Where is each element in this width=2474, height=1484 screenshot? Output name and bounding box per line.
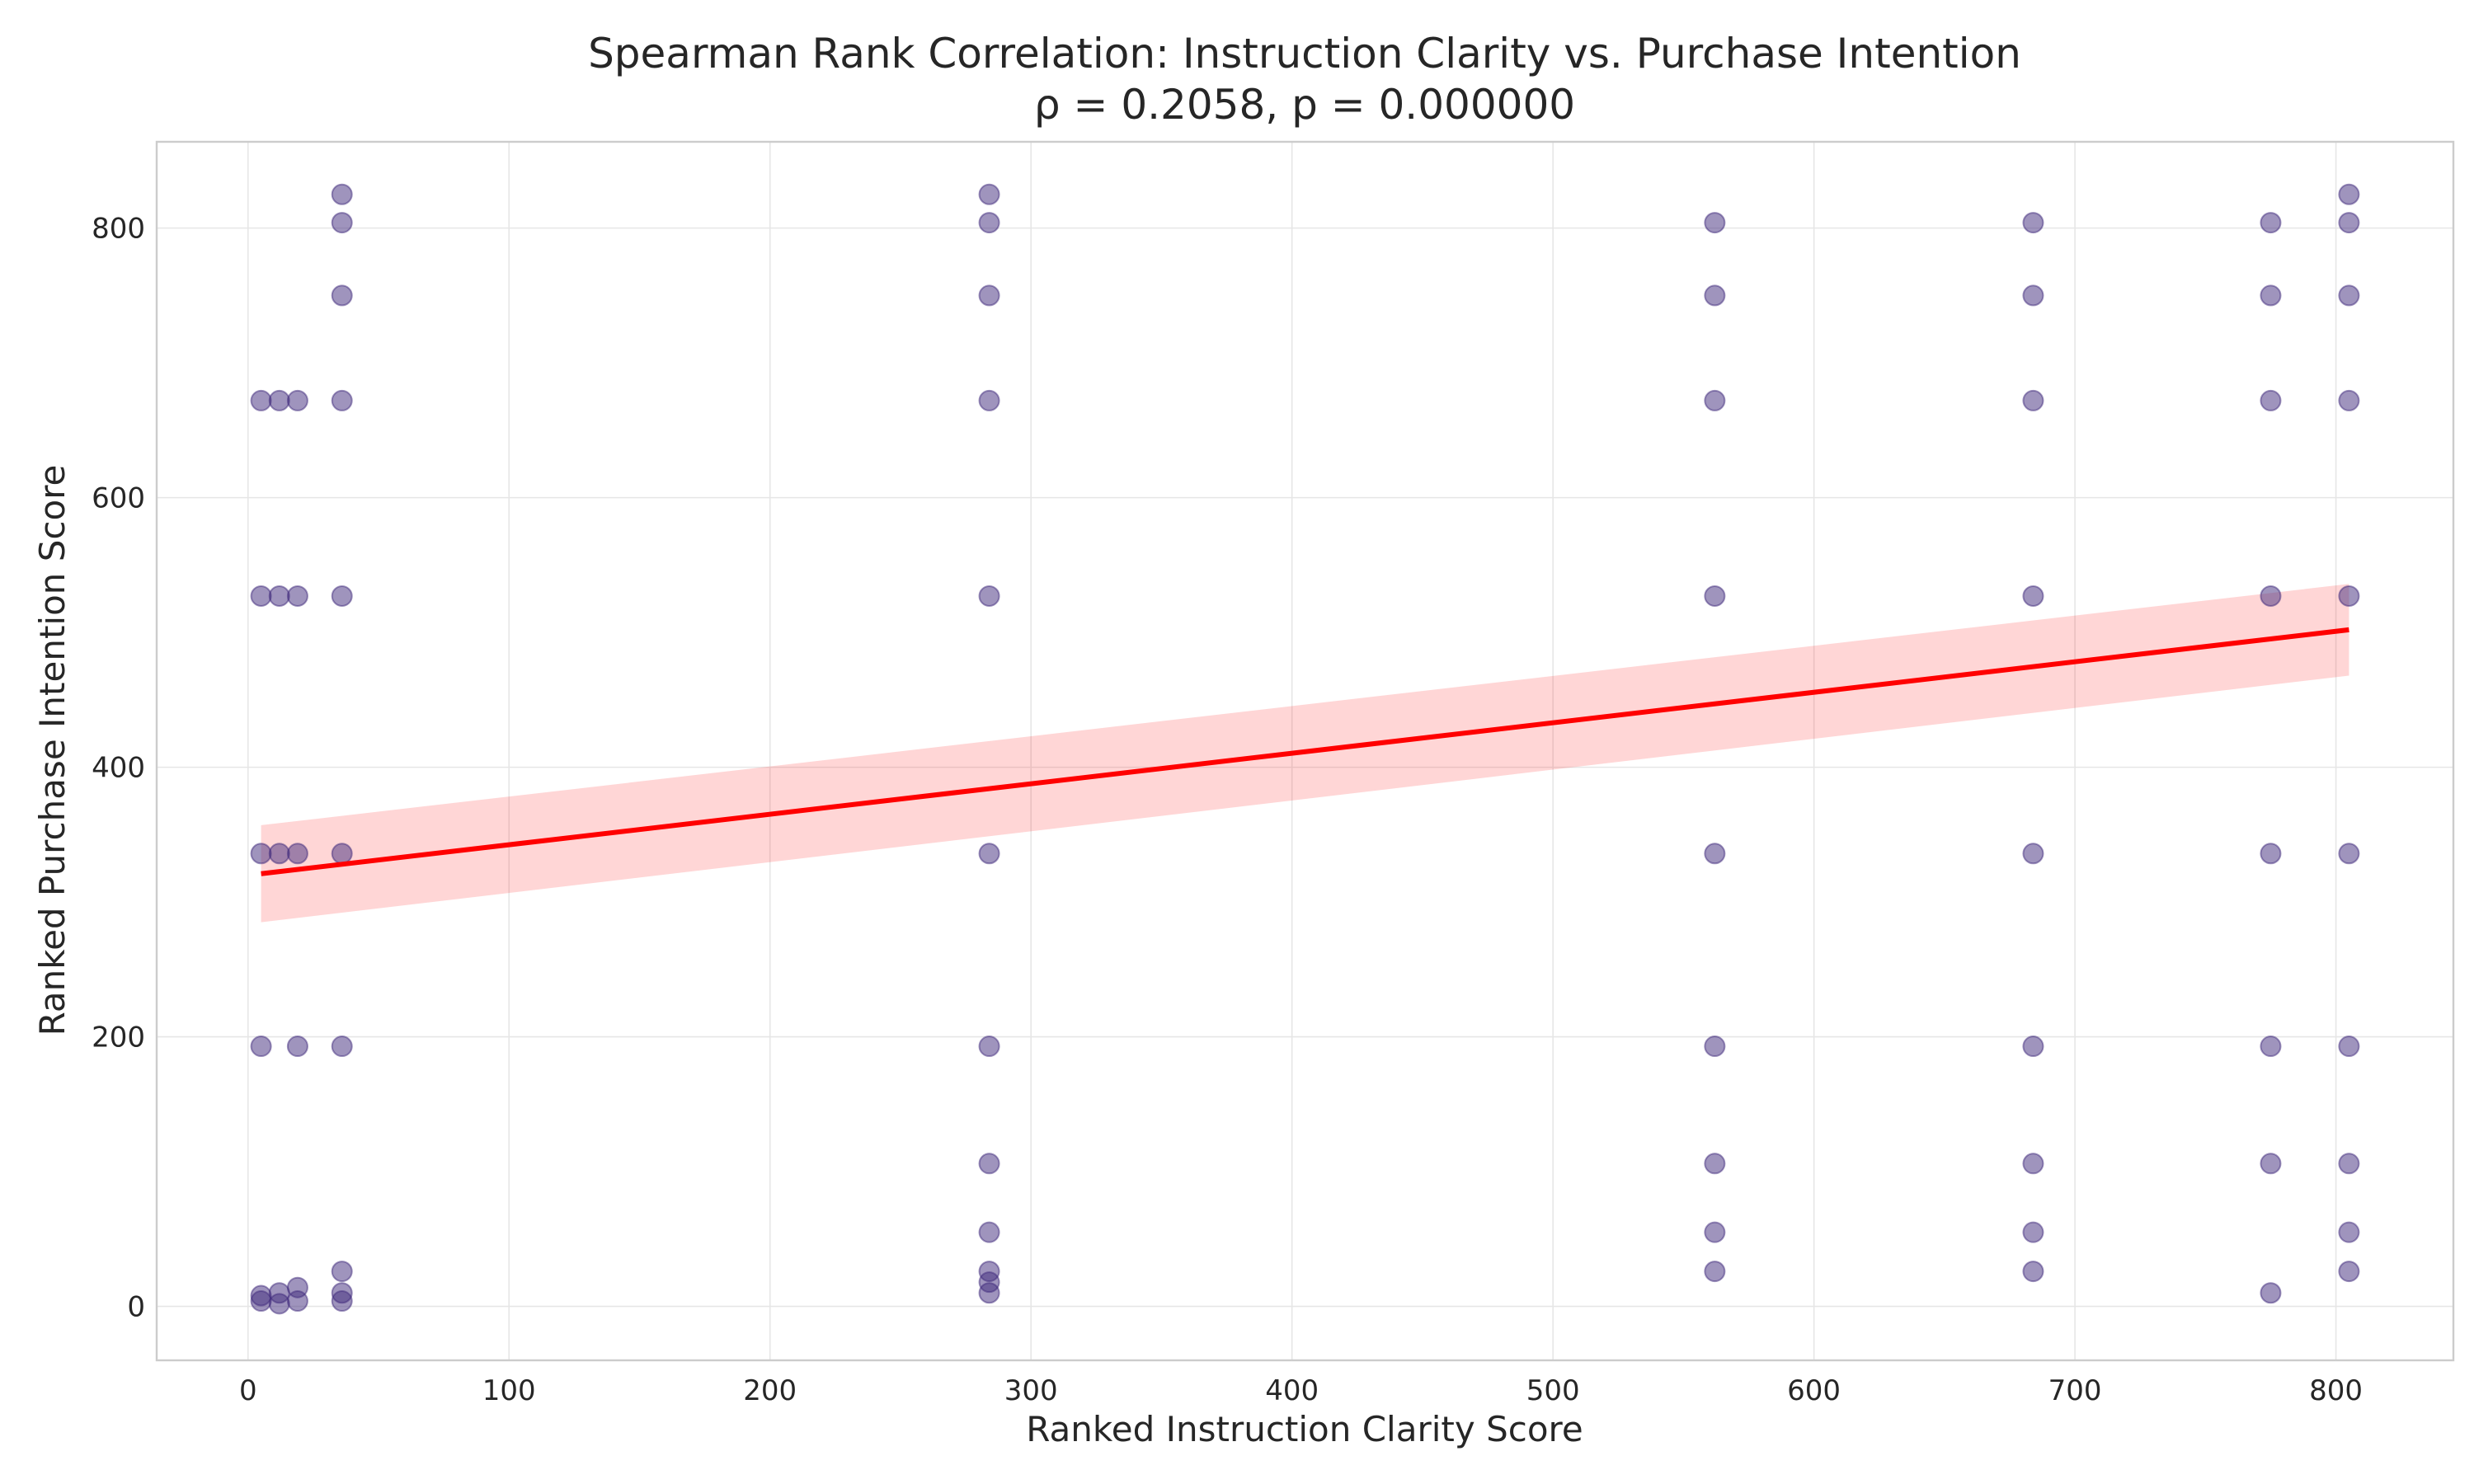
grid <box>157 142 2453 1360</box>
data-point <box>331 389 353 411</box>
data-point <box>1704 843 1726 865</box>
data-point <box>2338 1036 2360 1058</box>
data-point <box>2022 843 2044 865</box>
data-point <box>286 585 308 607</box>
regression-line-layer <box>261 627 2349 876</box>
x-tick-label: 800 <box>2309 1374 2363 1407</box>
data-point <box>250 389 272 411</box>
data-point <box>2338 284 2360 307</box>
data-point <box>331 284 353 307</box>
y-tick-label: 800 <box>92 213 145 246</box>
x-tick-label: 300 <box>1004 1374 1058 1407</box>
data-point <box>2260 1282 2282 1304</box>
x-tick-label: 0 <box>239 1374 257 1407</box>
data-point <box>331 585 353 607</box>
x-tick-label: 700 <box>2048 1374 2102 1407</box>
data-point <box>331 843 353 865</box>
data-point <box>2022 389 2044 411</box>
data-point <box>1704 1036 1726 1058</box>
data-point <box>268 389 290 411</box>
data-point <box>2338 585 2360 607</box>
data-point <box>978 1261 1000 1283</box>
data-point <box>978 1153 1000 1175</box>
data-point <box>978 843 1000 865</box>
data-point <box>2022 1036 2044 1058</box>
data-point <box>2338 1153 2360 1175</box>
data-point <box>250 585 272 607</box>
data-point <box>2022 284 2044 307</box>
x-tick-label: 500 <box>1526 1374 1580 1407</box>
data-point <box>2338 1261 2360 1283</box>
data-point <box>268 585 290 607</box>
data-point <box>1704 389 1726 411</box>
data-point <box>2338 212 2360 234</box>
data-point <box>978 212 1000 234</box>
data-point <box>2260 1036 2282 1058</box>
data-point <box>1704 585 1726 607</box>
data-point <box>2260 1153 2282 1175</box>
data-point <box>331 1036 353 1058</box>
data-point <box>331 183 353 205</box>
data-point <box>978 585 1000 607</box>
data-point <box>268 1282 290 1304</box>
data-point <box>1704 1261 1726 1283</box>
data-point <box>250 1284 272 1307</box>
data-point <box>2022 1221 2044 1243</box>
data-points <box>250 183 2360 1315</box>
y-tick-label: 0 <box>127 1291 145 1324</box>
data-point <box>2338 1221 2360 1243</box>
plot-frame <box>155 140 2455 1362</box>
data-point <box>286 1276 308 1298</box>
data-point <box>1704 1153 1726 1175</box>
data-point <box>2022 1153 2044 1175</box>
x-tick-label: 400 <box>1265 1374 1319 1407</box>
data-point <box>2260 284 2282 307</box>
data-point <box>1704 1221 1726 1243</box>
data-point <box>331 1261 353 1283</box>
data-point <box>978 1221 1000 1243</box>
data-point <box>331 212 353 234</box>
data-point <box>2022 212 2044 234</box>
data-point <box>1704 284 1726 307</box>
y-axis-label: Ranked Purchase Intention Score <box>32 465 73 1036</box>
data-point <box>2260 212 2282 234</box>
data-point <box>1704 212 1726 234</box>
data-point <box>2338 389 2360 411</box>
data-point <box>331 1282 353 1304</box>
y-tick-label: 400 <box>92 752 145 785</box>
x-tick-label: 100 <box>482 1374 536 1407</box>
data-point <box>2260 585 2282 607</box>
chart-title: Spearman Rank Correlation: Instruction C… <box>588 30 2021 77</box>
data-point <box>2260 843 2282 865</box>
data-point <box>268 843 290 865</box>
regression-line <box>261 627 2349 876</box>
data-point <box>286 389 308 411</box>
x-tick-label: 600 <box>1787 1374 1841 1407</box>
data-point <box>250 843 272 865</box>
data-point <box>2338 183 2360 205</box>
x-axis-label: Ranked Instruction Clarity Score <box>1026 1409 1583 1449</box>
data-point <box>2338 843 2360 865</box>
data-point <box>978 183 1000 205</box>
y-tick-label: 600 <box>92 482 145 515</box>
data-point <box>286 1036 308 1058</box>
data-point <box>2022 1261 2044 1283</box>
data-point <box>250 1036 272 1058</box>
data-point <box>2260 389 2282 411</box>
x-tick-label: 200 <box>743 1374 797 1407</box>
data-point <box>978 284 1000 307</box>
data-point <box>978 1036 1000 1058</box>
data-point <box>286 843 308 865</box>
y-tick-label: 200 <box>92 1021 145 1054</box>
data-point <box>2022 585 2044 607</box>
chart-subtitle: ρ = 0.2058, p = 0.000000 <box>1034 81 1575 129</box>
data-point <box>978 389 1000 411</box>
tick-labels: 0 100 200 300 400 500 600 700 800 0 200 400 600 800 <box>92 213 2363 1407</box>
